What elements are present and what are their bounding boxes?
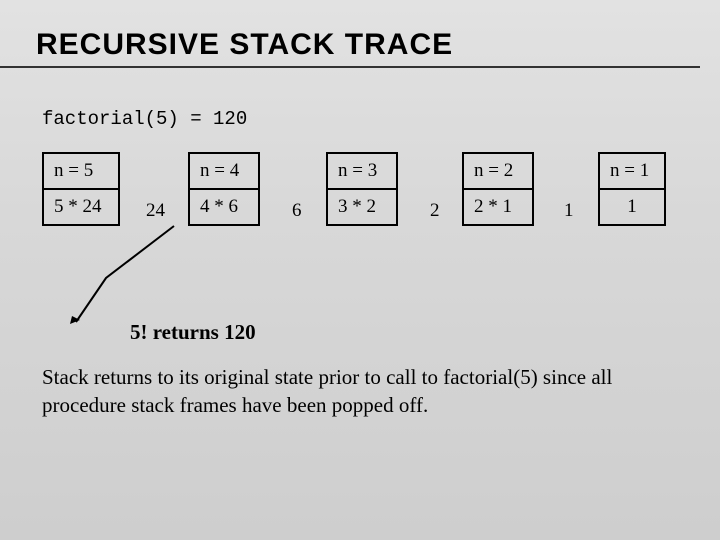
return-value: 24 [146,200,165,222]
stack-frames-row: n = 55 * 24 n = 44 * 6 n = 33 * 2 n = 22 * … [42,152,720,262]
stack-frame: n = 55 * 24 [42,152,120,226]
explanation-text: Stack returns to its original state prio… [0,345,720,420]
stack-frame: n = 44 * 6 [188,152,260,226]
frame-n-label: n = 4 [190,154,258,188]
stack-frame: n = 33 * 2 [326,152,398,226]
returns-text: 5! returns 120 [0,320,720,345]
frame-n-label: n = 3 [328,154,396,188]
slide-title: RECURSIVE STACK TRACE [0,0,700,68]
factorial-expression: factorial(5) = 120 [0,68,720,130]
frame-calc: 1 [600,188,664,224]
frame-n-label: n = 2 [464,154,532,188]
frame-calc: 5 * 24 [44,188,118,224]
stack-frame: n = 22 * 1 [462,152,534,226]
return-value: 6 [292,200,302,222]
return-value: 2 [430,200,440,222]
frame-calc: 3 * 2 [328,188,396,224]
frame-calc: 4 * 6 [190,188,258,224]
frame-n-label: n = 5 [44,154,118,188]
frame-n-label: n = 1 [600,154,664,188]
return-value: 1 [564,200,574,222]
return-arrow [70,224,180,324]
frame-calc: 2 * 1 [464,188,532,224]
stack-frame: n = 11 [598,152,666,226]
